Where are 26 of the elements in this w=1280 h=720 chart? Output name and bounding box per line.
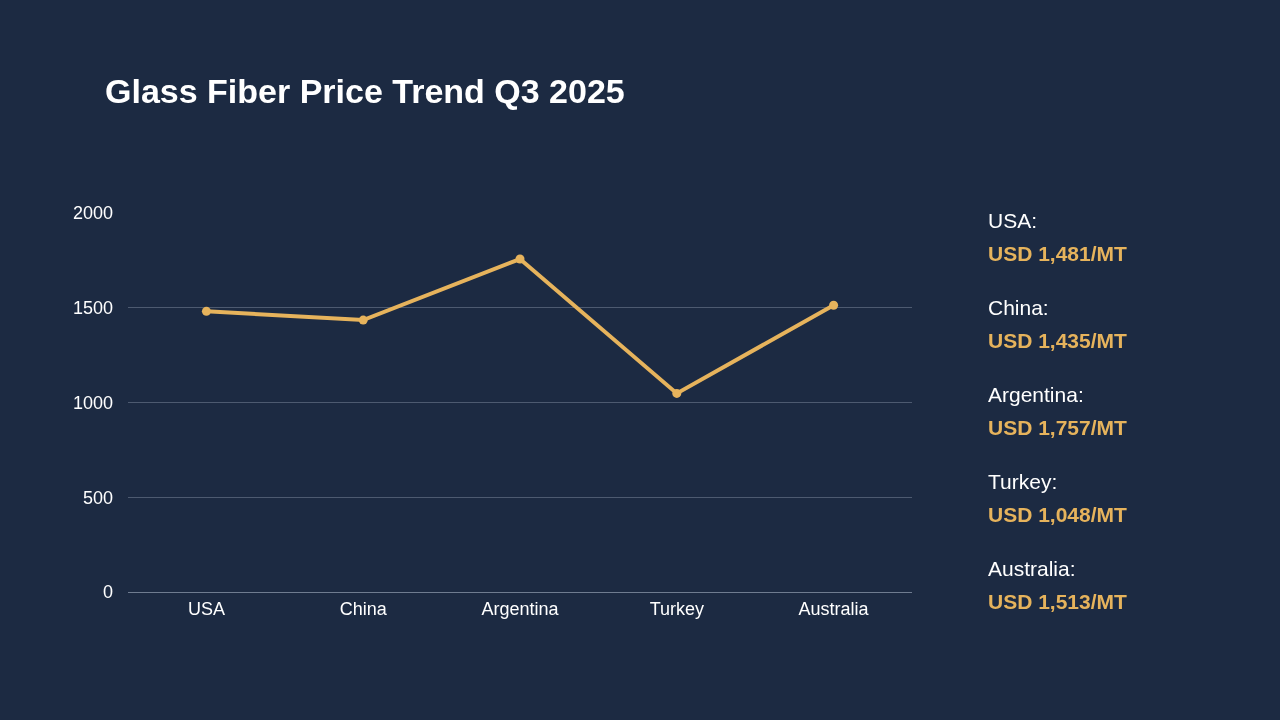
point (515, 254, 525, 264)
x-tick-label: China (339, 598, 388, 619)
text: Turkey: (988, 470, 1058, 493)
point (672, 388, 682, 398)
text: USA: (988, 209, 1038, 232)
x-tick-label: USA (187, 598, 225, 619)
point (358, 315, 368, 325)
point (201, 306, 211, 316)
x-tick-label: Argentina (481, 598, 560, 619)
chart-title: Glass Fiber Price Trend Q3 2025 (105, 71, 625, 110)
text: USD 1,481/MT (988, 242, 1128, 265)
text: USD 1,513/MT (988, 590, 1128, 613)
text: Argentina: (988, 383, 1084, 406)
y-tick-label: 2000 (72, 203, 113, 224)
x-tick-label: Australia (798, 598, 870, 619)
text: Australia: (988, 557, 1076, 580)
y-tick-label: 500 (82, 487, 113, 508)
y-tick-label: 0 (102, 582, 113, 603)
text: USD 1,757/MT (988, 416, 1128, 439)
text: China: (988, 296, 1049, 319)
y-tick-label: 1000 (72, 392, 113, 413)
point (829, 300, 839, 310)
text: USD 1,048/MT (988, 503, 1128, 526)
y-tick-label: 1500 (72, 298, 113, 319)
text: USD 1,435/MT (988, 329, 1128, 352)
x-tick-label: Turkey (649, 598, 704, 619)
